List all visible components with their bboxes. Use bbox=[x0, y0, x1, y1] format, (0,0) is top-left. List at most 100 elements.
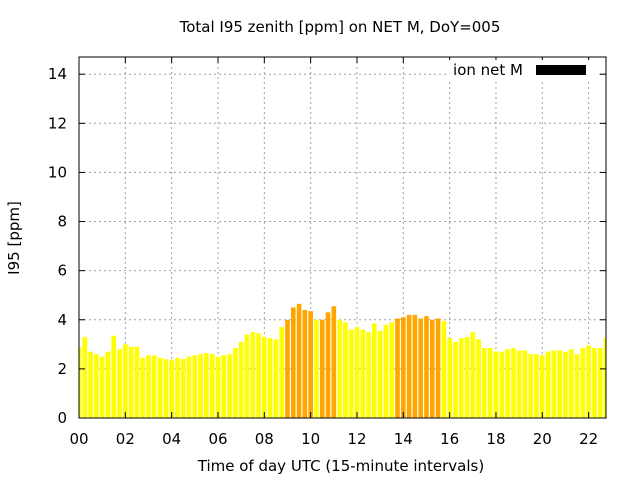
bar bbox=[366, 332, 371, 418]
bar bbox=[441, 320, 447, 418]
bar bbox=[603, 338, 606, 418]
bar bbox=[209, 354, 215, 418]
bar bbox=[111, 335, 117, 418]
y-axis-label: I95 [ppm] bbox=[5, 201, 23, 275]
bar bbox=[82, 336, 88, 418]
bar bbox=[296, 303, 302, 418]
bar bbox=[140, 357, 146, 418]
bar bbox=[348, 329, 354, 418]
bar bbox=[169, 360, 174, 418]
bar bbox=[157, 357, 163, 418]
bar bbox=[151, 355, 157, 418]
bar bbox=[198, 354, 203, 418]
plot-frame bbox=[78, 56, 607, 419]
bar bbox=[568, 349, 574, 418]
y-tick-label: 4 bbox=[57, 311, 67, 329]
bar bbox=[163, 359, 169, 418]
bar bbox=[372, 323, 377, 418]
bar bbox=[134, 346, 140, 418]
bar bbox=[180, 359, 186, 418]
legend-label: ion net M bbox=[453, 61, 523, 79]
x-tick-label: 04 bbox=[162, 430, 181, 448]
x-tick-label: 02 bbox=[116, 430, 135, 448]
bar bbox=[511, 348, 516, 418]
bar bbox=[482, 348, 487, 418]
bar bbox=[192, 355, 198, 418]
bar bbox=[279, 327, 285, 418]
y-tick-label: 2 bbox=[57, 360, 67, 378]
bar bbox=[534, 354, 539, 418]
bar bbox=[238, 341, 244, 418]
bar bbox=[244, 334, 250, 418]
bar bbox=[204, 352, 209, 418]
bar bbox=[175, 357, 180, 418]
bar bbox=[302, 309, 308, 418]
bar bbox=[319, 319, 325, 418]
bar bbox=[400, 317, 406, 418]
y-tick-label: 10 bbox=[48, 163, 67, 181]
bar bbox=[522, 350, 528, 418]
bar bbox=[325, 312, 331, 418]
bar bbox=[383, 324, 389, 418]
bar bbox=[360, 329, 366, 418]
y-tick-labels: 0 2 4 6 8 10 12 14 bbox=[48, 65, 67, 427]
y-tick-label: 6 bbox=[57, 262, 67, 280]
bar bbox=[233, 348, 238, 418]
legend-swatch bbox=[536, 65, 586, 75]
bar bbox=[597, 348, 603, 418]
x-tick-label: 08 bbox=[255, 430, 274, 448]
bar bbox=[354, 327, 360, 418]
bar bbox=[285, 319, 290, 418]
bar bbox=[592, 348, 597, 418]
bar bbox=[343, 322, 348, 418]
bar bbox=[88, 351, 93, 418]
bar bbox=[227, 354, 232, 418]
bar bbox=[256, 333, 261, 418]
chart-title: Total I95 zenith [ppm] on NET M, DoY=005 bbox=[179, 18, 501, 36]
bar bbox=[337, 319, 342, 418]
bar bbox=[487, 348, 493, 418]
bar bbox=[505, 349, 510, 418]
bar bbox=[424, 316, 429, 418]
bar bbox=[105, 351, 111, 418]
bar bbox=[186, 356, 192, 418]
bar bbox=[412, 314, 418, 418]
bar bbox=[453, 341, 458, 418]
bar bbox=[94, 354, 99, 418]
bar bbox=[545, 351, 551, 418]
x-tick-labels: 00 02 04 06 08 10 12 14 16 18 20 22 bbox=[69, 430, 598, 448]
x-tick-label: 18 bbox=[486, 430, 505, 448]
bar bbox=[464, 336, 470, 418]
bar bbox=[528, 354, 534, 418]
bar bbox=[215, 356, 221, 418]
x-tick-label: 12 bbox=[347, 430, 366, 448]
bar bbox=[308, 311, 313, 418]
bar bbox=[557, 350, 562, 418]
bar bbox=[273, 339, 279, 418]
bar bbox=[458, 338, 464, 418]
bar bbox=[146, 355, 151, 418]
x-tick-label: 00 bbox=[69, 430, 88, 448]
y-tick-label: 14 bbox=[48, 65, 67, 83]
bar bbox=[435, 318, 441, 418]
bar bbox=[418, 318, 423, 418]
y-tick-label: 0 bbox=[57, 409, 67, 427]
bar bbox=[499, 351, 505, 418]
bar bbox=[314, 319, 319, 418]
bar bbox=[331, 306, 337, 418]
bar bbox=[290, 307, 296, 418]
bar bbox=[377, 330, 383, 418]
bar bbox=[267, 338, 273, 418]
x-tick-label: 16 bbox=[440, 430, 459, 448]
bar bbox=[262, 336, 267, 418]
bar bbox=[574, 354, 580, 418]
bar bbox=[476, 339, 481, 418]
bar bbox=[395, 318, 400, 418]
bar bbox=[221, 355, 227, 418]
x-tick-label: 06 bbox=[208, 430, 227, 448]
bar bbox=[539, 355, 545, 418]
bar bbox=[586, 345, 591, 418]
bar bbox=[250, 332, 256, 418]
bar bbox=[79, 346, 82, 418]
